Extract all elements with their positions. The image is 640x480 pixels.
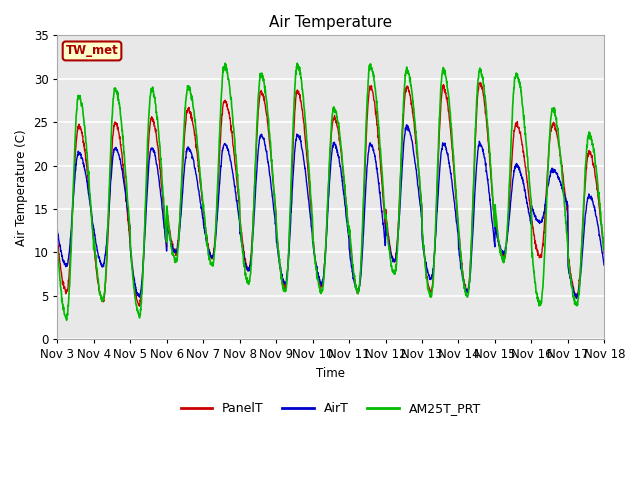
Y-axis label: Air Temperature (C): Air Temperature (C) — [15, 129, 28, 246]
Text: TW_met: TW_met — [66, 45, 118, 58]
Legend: PanelT, AirT, AM25T_PRT: PanelT, AirT, AM25T_PRT — [176, 397, 486, 420]
X-axis label: Time: Time — [316, 367, 346, 380]
Title: Air Temperature: Air Temperature — [269, 15, 392, 30]
